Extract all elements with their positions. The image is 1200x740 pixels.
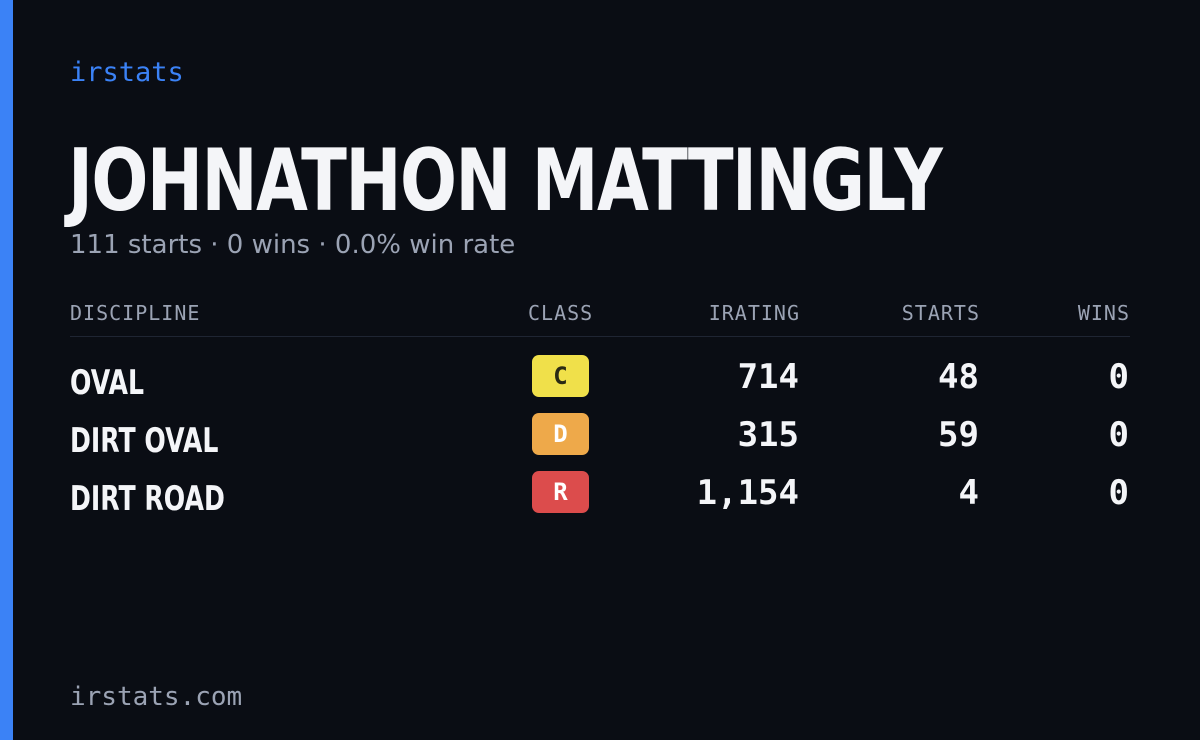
table-header: DISCIPLINE CLASS IRATING STARTS WINS (70, 296, 1130, 337)
starts-value: 4 (958, 473, 979, 513)
brand-logo: irstats (70, 57, 184, 88)
table-row: DIRT ROAD R 1,154 4 0 (70, 469, 1130, 527)
class-badge: R (532, 471, 589, 513)
irating-value: 714 (737, 357, 799, 397)
driver-summary: 111 starts · 0 wins · 0.0% win rate (70, 230, 516, 260)
table-body: OVAL C 714 48 0 DIRT OVAL D 315 59 0 DIR… (70, 337, 1130, 527)
irating-value: 315 (737, 415, 799, 455)
table-row: OVAL C 714 48 0 (70, 353, 1130, 411)
header-starts: STARTS (901, 301, 980, 325)
footer-url: irstats.com (70, 682, 243, 712)
driver-name: JOHNATHON MATTINGLY (68, 131, 943, 231)
accent-bar (0, 0, 13, 740)
discipline-name: OVAL (70, 363, 144, 403)
wins-value: 0 (1108, 357, 1129, 397)
header-wins: WINS (1077, 301, 1130, 325)
irating-value: 1,154 (696, 473, 799, 513)
class-badge: D (532, 413, 589, 455)
starts-value: 48 (938, 357, 979, 397)
discipline-name: DIRT OVAL (70, 421, 219, 461)
table-row: DIRT OVAL D 315 59 0 (70, 411, 1130, 469)
header-discipline: DISCIPLINE (70, 301, 201, 325)
header-class: CLASS (528, 301, 594, 325)
starts-value: 59 (938, 415, 979, 455)
wins-value: 0 (1108, 415, 1129, 455)
stats-table: DISCIPLINE CLASS IRATING STARTS WINS OVA… (70, 296, 1130, 527)
wins-value: 0 (1108, 473, 1129, 513)
discipline-name: DIRT ROAD (70, 479, 225, 519)
class-badge: C (532, 355, 589, 397)
header-irating: IRATING (708, 301, 800, 325)
